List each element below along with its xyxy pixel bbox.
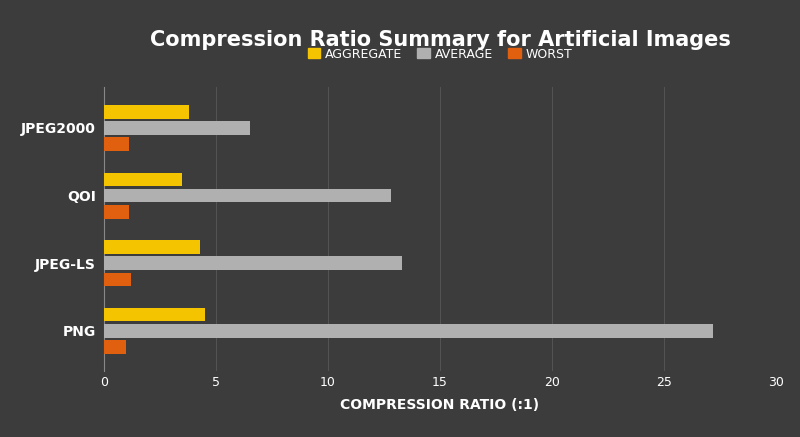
- Bar: [104, 205, 129, 218]
- Bar: [104, 340, 126, 354]
- Bar: [104, 189, 390, 202]
- Bar: [104, 173, 182, 186]
- Bar: [104, 257, 402, 270]
- Bar: [104, 138, 129, 151]
- Bar: [104, 308, 205, 321]
- Bar: [104, 105, 189, 118]
- X-axis label: COMPRESSION RATIO (:1): COMPRESSION RATIO (:1): [341, 398, 539, 412]
- Title: Compression Ratio Summary for Artificial Images: Compression Ratio Summary for Artificial…: [150, 30, 730, 50]
- Legend: AGGREGATE, AVERAGE, WORST: AGGREGATE, AVERAGE, WORST: [302, 42, 578, 66]
- Bar: [104, 324, 714, 338]
- Bar: [104, 273, 131, 286]
- Bar: [104, 121, 250, 135]
- Bar: [104, 240, 200, 254]
